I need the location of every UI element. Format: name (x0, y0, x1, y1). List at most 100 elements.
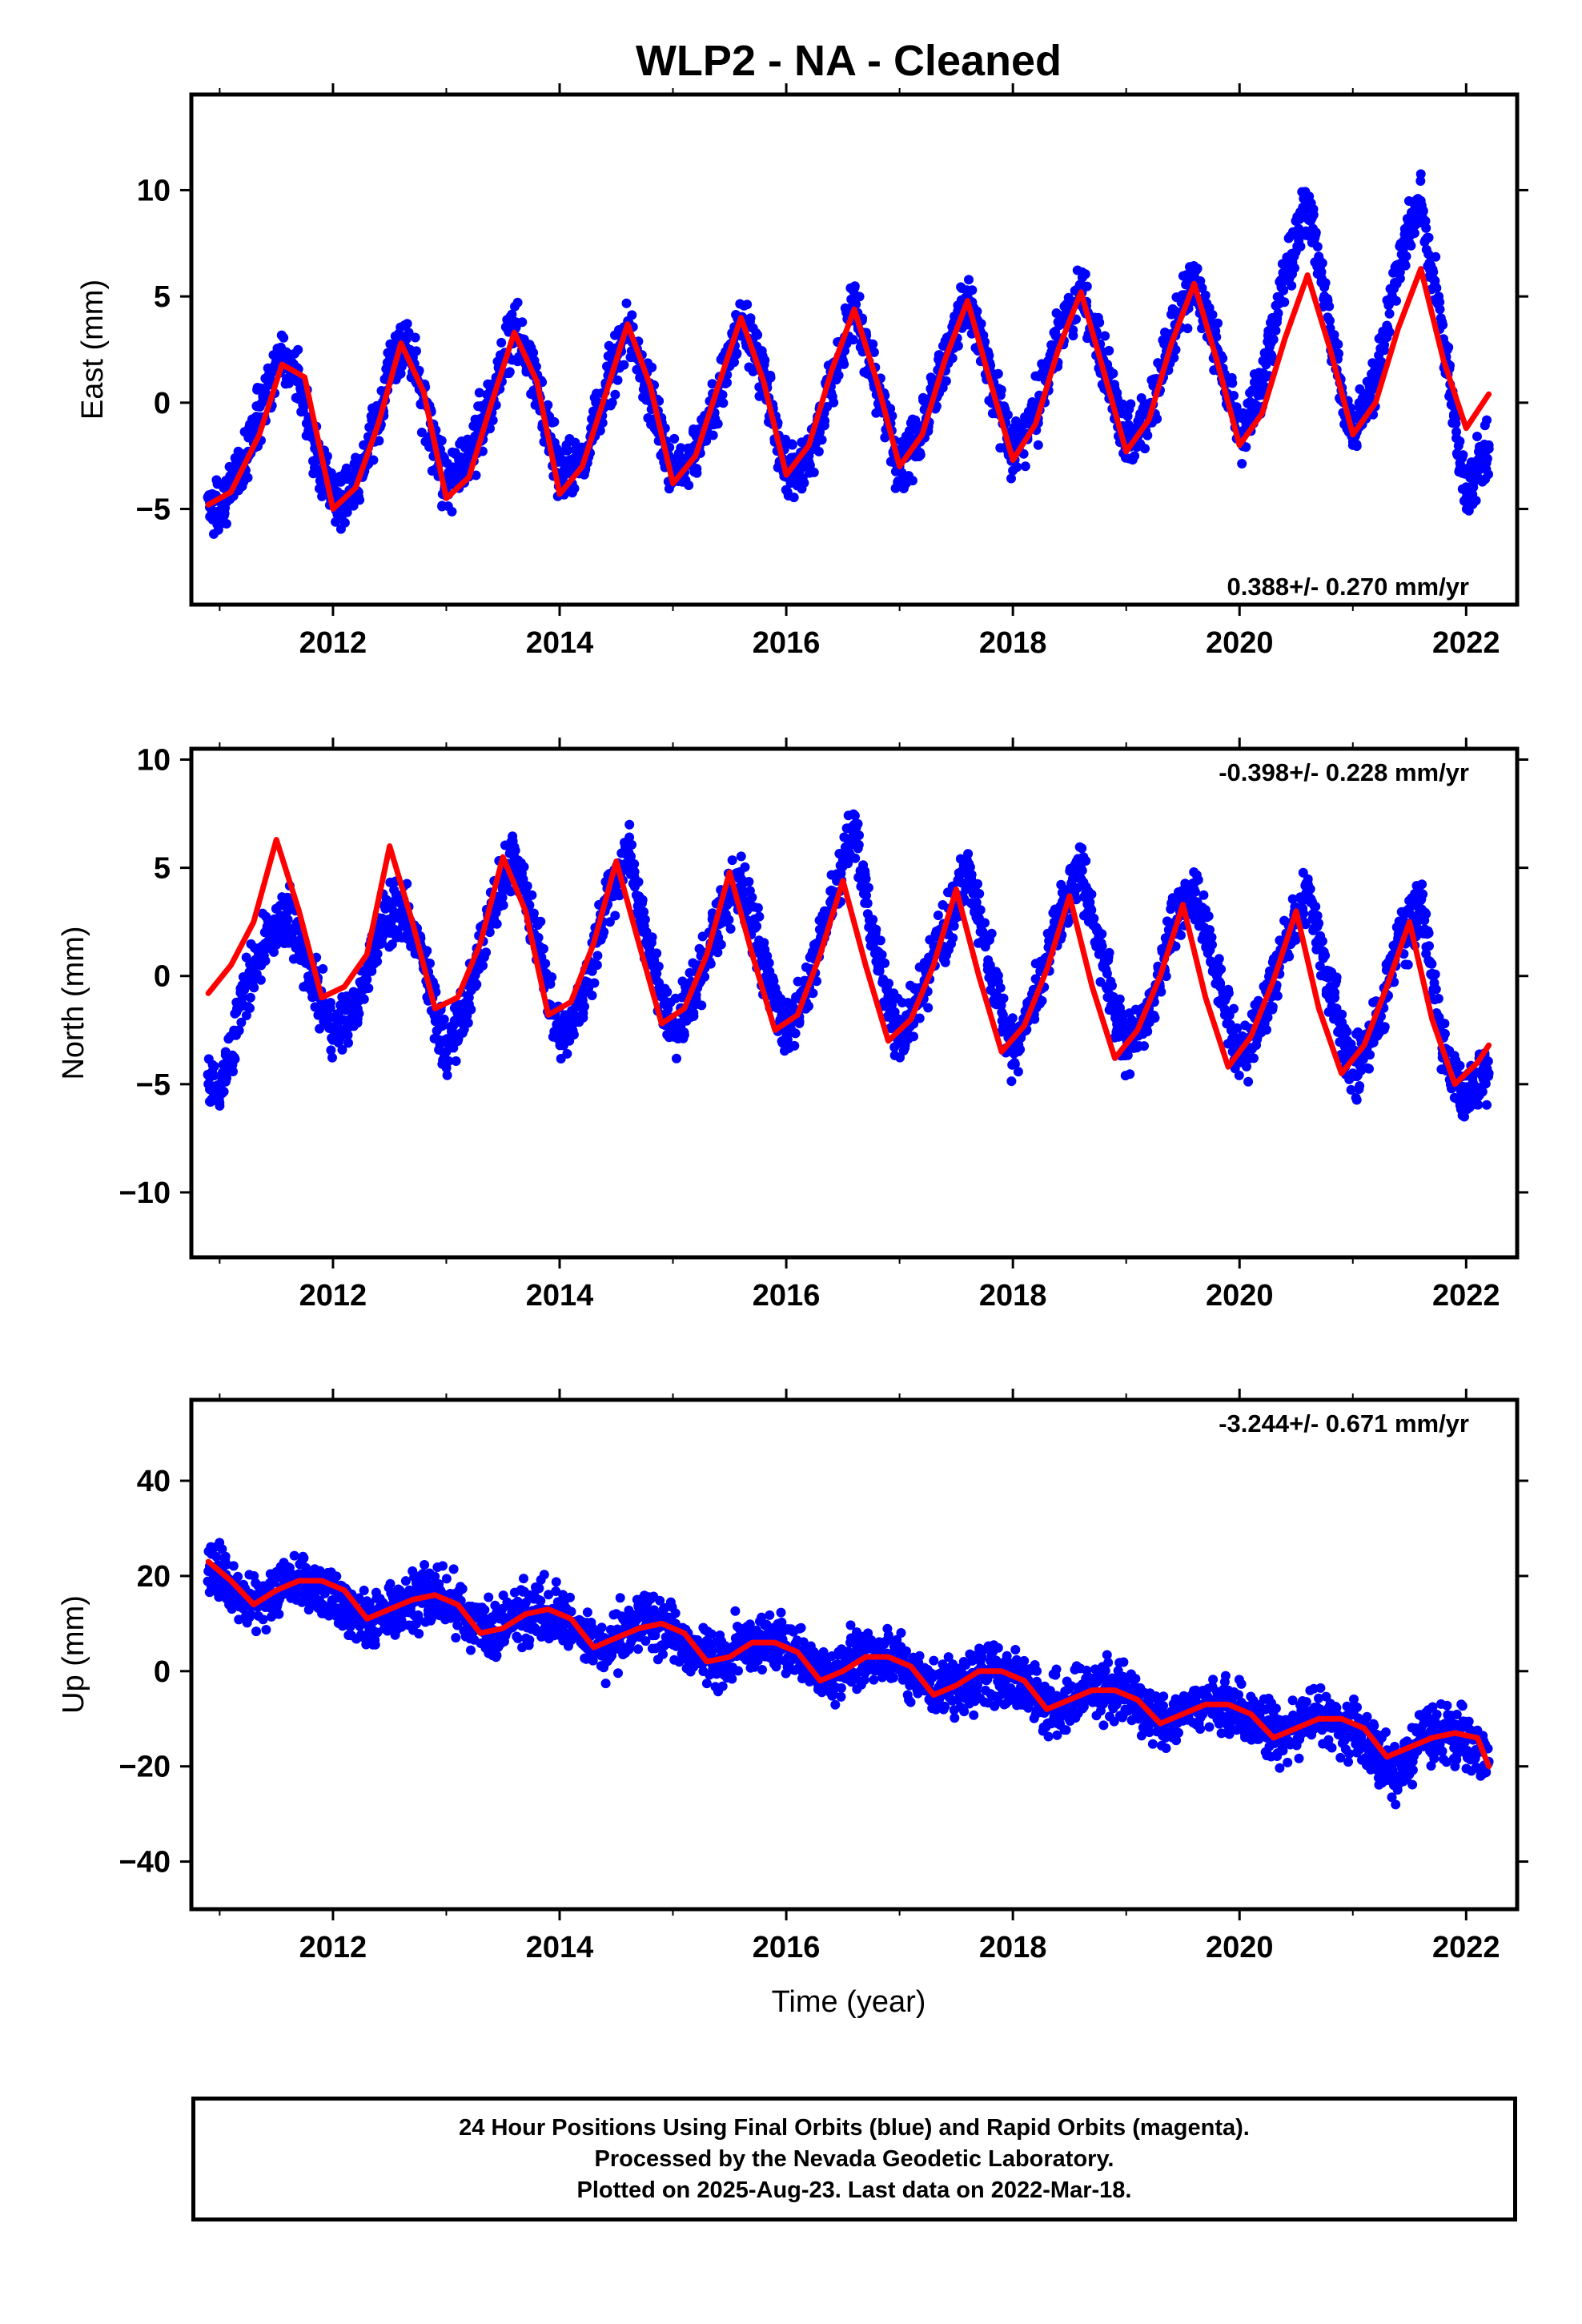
north-point (914, 1013, 925, 1023)
north-point (949, 921, 959, 931)
north-point (589, 978, 600, 988)
north-point (1086, 889, 1097, 899)
east-point (1080, 269, 1090, 279)
north-point (1176, 930, 1186, 940)
east-point (471, 470, 481, 480)
east-point (1421, 223, 1431, 233)
north-point (850, 853, 861, 863)
east-point (243, 472, 253, 483)
north-point (439, 1014, 449, 1024)
north-point (562, 1048, 572, 1059)
east-point (1461, 493, 1472, 504)
east-point (215, 508, 225, 518)
north-point (782, 1035, 793, 1045)
north-point (624, 832, 635, 842)
east-point (543, 400, 553, 410)
east-point (1376, 356, 1387, 367)
east-model-line (205, 266, 1492, 513)
east-point (887, 411, 897, 421)
north-point (547, 972, 557, 983)
north-point (1214, 954, 1224, 964)
north-point (1207, 939, 1217, 950)
north-point (1104, 947, 1114, 958)
east-point (1451, 413, 1460, 424)
north-point (685, 967, 695, 978)
north-point (387, 939, 397, 950)
east-point (849, 282, 860, 292)
east-point (819, 420, 829, 431)
east-point (396, 368, 406, 379)
east-point (1213, 318, 1223, 328)
east-point (1268, 335, 1279, 344)
east-point (1428, 267, 1439, 277)
north-point (1311, 902, 1321, 911)
north-point (971, 898, 982, 907)
north-point (689, 1011, 699, 1021)
east-point (915, 450, 926, 460)
east-point (569, 484, 580, 493)
east-point (227, 468, 238, 479)
north-point (484, 927, 495, 938)
east-point (1325, 316, 1335, 326)
east-point (1237, 459, 1247, 468)
east-point (1347, 440, 1358, 450)
north-point (679, 1030, 689, 1040)
north-point (1139, 1041, 1149, 1051)
north-point (940, 957, 950, 967)
east-point (713, 419, 723, 429)
north-point (652, 968, 662, 979)
north-point (325, 1003, 335, 1013)
north-point (527, 890, 537, 900)
east-point (647, 362, 657, 372)
north-point (1097, 941, 1107, 951)
east-point (868, 339, 878, 349)
north-point (759, 938, 769, 948)
north-point (713, 947, 723, 958)
east-point (412, 346, 421, 356)
east-point (708, 430, 718, 440)
east-xtick-label: 2012 (299, 626, 367, 660)
east-point (1471, 496, 1481, 506)
east-point (1484, 440, 1494, 450)
north-point (1284, 951, 1295, 962)
east-point (1218, 353, 1228, 364)
north-point (498, 900, 508, 911)
east-point (355, 495, 365, 505)
north-point (933, 911, 943, 920)
east-point (1231, 402, 1242, 412)
east-rate-label: 0.388+/- 0.270 mm/yr (1227, 573, 1469, 601)
east-point (595, 425, 605, 436)
north-point (1315, 961, 1325, 971)
east-point (1418, 206, 1428, 216)
east-point (753, 330, 763, 340)
east-point (1290, 263, 1299, 273)
north-point (1242, 1061, 1251, 1072)
north-point (1299, 908, 1309, 919)
east-point (1303, 195, 1313, 206)
east-point (374, 436, 384, 446)
east-xtick-label: 2020 (1206, 626, 1274, 660)
east-point (669, 433, 680, 444)
north-point (209, 1071, 219, 1081)
east-point (993, 368, 1003, 379)
north-point (1320, 951, 1331, 961)
east-point (1311, 227, 1321, 238)
north-point (804, 1001, 813, 1011)
east-point (1108, 368, 1118, 379)
north-point (1072, 883, 1082, 893)
north-point (1107, 980, 1117, 991)
east-point (464, 451, 474, 461)
east-point (809, 467, 819, 477)
east-point (732, 348, 742, 359)
north-point (610, 911, 620, 921)
north-point (1102, 968, 1112, 979)
north-point (540, 959, 551, 969)
north-point (1229, 1003, 1239, 1014)
east-point (517, 317, 528, 328)
east-point (1279, 270, 1290, 280)
east-point (1271, 325, 1281, 336)
east-point (907, 476, 917, 486)
east-point (570, 437, 580, 448)
east-point (619, 360, 629, 370)
east-point (984, 351, 994, 360)
